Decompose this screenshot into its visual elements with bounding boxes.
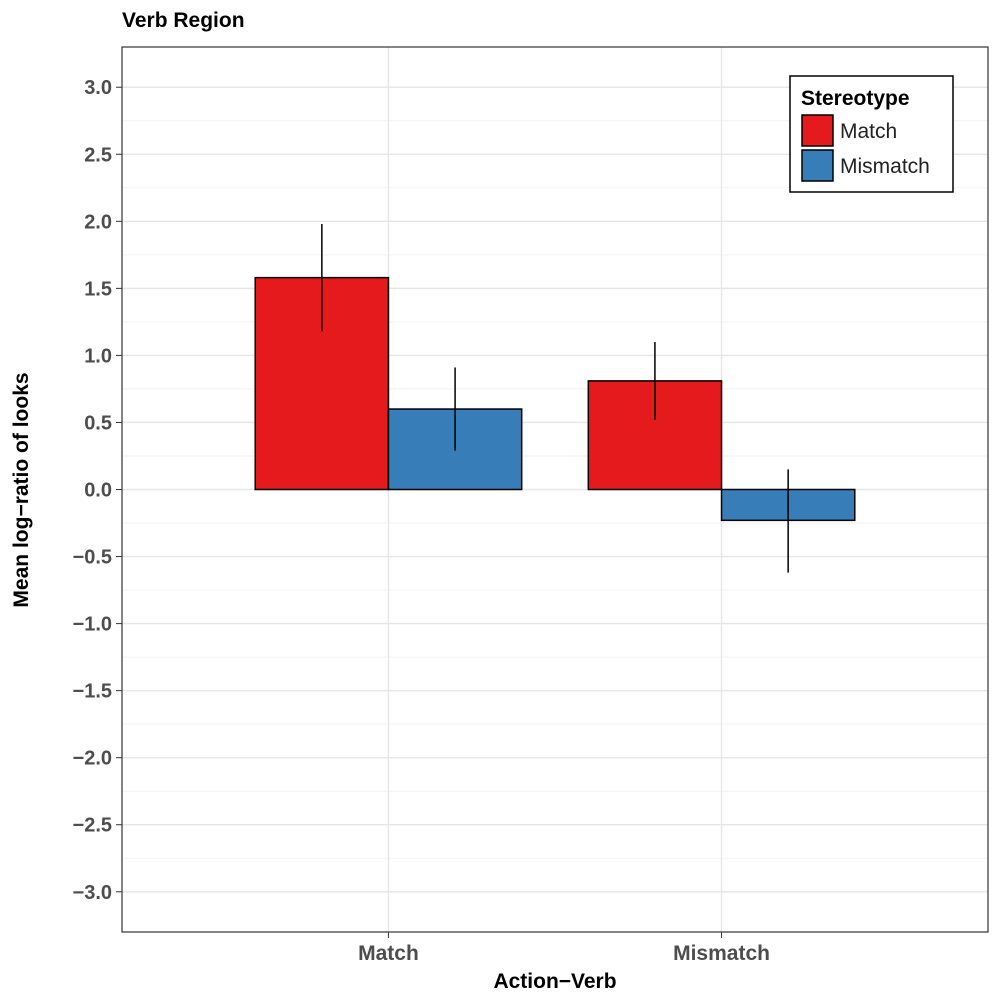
x-tick-label: Match [358, 942, 419, 965]
y-tick-label: 2.0 [84, 211, 112, 233]
x-axis-title: Action−Verb [493, 970, 616, 993]
plot-area: 3.0 2.5 2.0 1.5 1.0 0.5 0.0 −0.5 −1.0 −1.5 −2.0 −2.… [73, 46, 989, 965]
x-tick-label: Mismatch [673, 942, 770, 965]
legend-label-mismatch: Mismatch [840, 155, 930, 178]
y-tick-label: −3.0 [73, 882, 112, 904]
legend: Stereotype Match Mismatch [789, 75, 954, 193]
legend-label-match: Match [840, 120, 897, 143]
legend-key-match [801, 114, 834, 147]
y-tick-label: −2.5 [73, 815, 112, 837]
y-tick-label: −1.5 [73, 681, 112, 703]
y-tick-label: 0.5 [84, 412, 112, 434]
y-axis-title: Mean log−ratio of looks [10, 372, 33, 607]
y-tick-label: 1.5 [84, 278, 112, 300]
y-tick-label: 2.5 [84, 144, 112, 166]
y-tick-label: 1.0 [84, 345, 112, 367]
y-tick-label: −0.5 [73, 547, 112, 569]
plot-border [121, 46, 989, 933]
y-tick-label: 0.0 [84, 480, 112, 502]
y-tick-label: 3.0 [84, 77, 112, 99]
chart-title: Verb Region [122, 9, 245, 32]
legend-key-mismatch [801, 149, 834, 182]
y-tick-label: −2.0 [73, 748, 112, 770]
legend-title: Stereotype [801, 87, 910, 110]
y-tick-label: −1.0 [73, 614, 112, 636]
